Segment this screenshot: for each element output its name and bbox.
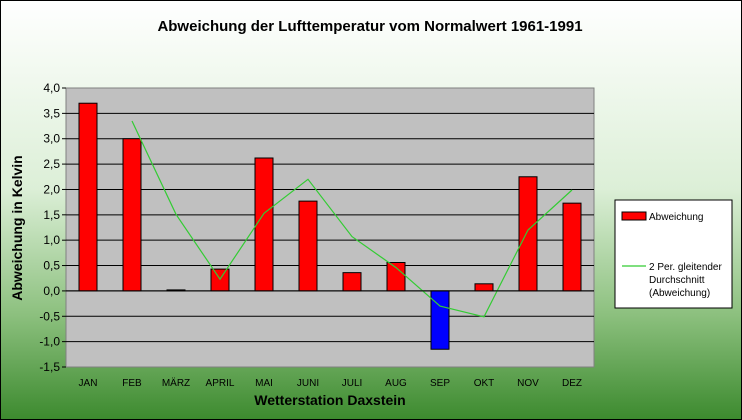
- y-tick-label: 4,0: [43, 81, 60, 95]
- x-axis-ticks: JAN FEB MÄRZ APRIL MAI JUNI JULI AUG SEP OKT NOV DE…: [79, 377, 582, 389]
- legend-label-abweichung: Abweichung: [649, 212, 703, 223]
- y-tick-label: -1,5: [39, 360, 60, 374]
- legend-label-trend-line-2: Durchschnitt: [649, 275, 705, 286]
- y-tick-label: 2,5: [43, 157, 60, 171]
- x-axis-title: Wetterstation Daxstein: [254, 392, 405, 408]
- bar-nov: [518, 176, 538, 292]
- x-tick-label: JAN: [79, 378, 98, 389]
- bar-feb: [122, 138, 142, 292]
- legend: Abweichung 2 Per. gleitender Durchschnit…: [614, 199, 733, 309]
- y-axis-title: Abweichung in Kelvin: [9, 155, 25, 300]
- x-tick-label: AUG: [385, 378, 407, 389]
- x-tick-label: MAI: [255, 378, 273, 389]
- bar-series-abweichung: [78, 102, 582, 350]
- trend-line-series: [131, 120, 573, 318]
- x-tick-label: FEB: [122, 378, 142, 389]
- trend-line: [131, 120, 573, 318]
- bar-dez: [562, 202, 582, 292]
- bar-okt: [474, 283, 494, 292]
- y-tick-label: 3,0: [43, 132, 60, 146]
- bar-jan: [78, 102, 98, 292]
- y-tick-label: 3,5: [43, 106, 60, 120]
- y-tick-label: 1,0: [43, 233, 60, 247]
- x-tick-label: NOV: [517, 378, 539, 389]
- y-tick-label: 1,5: [43, 208, 60, 222]
- bar-aug: [386, 262, 406, 292]
- x-tick-label: MÄRZ: [162, 377, 190, 389]
- y-tick-label: 0,5: [43, 259, 60, 273]
- y-axis-ticks: 4,0 3,5 3,0 2,5 2,0 1,5 1,0 0,5 0,0 -0,5 -1,0 -1,5: [39, 81, 66, 374]
- bar-sep: [430, 290, 450, 350]
- chart-title: Abweichung der Lufttemperatur vom Normal…: [157, 18, 582, 35]
- bar-juli: [342, 272, 362, 292]
- legend-label-trend-line-1: 2 Per. gleitender: [649, 262, 722, 273]
- y-tick-label: 0,0: [43, 284, 60, 298]
- y-tick-label: -1,0: [39, 335, 60, 349]
- x-tick-label: APRIL: [206, 378, 235, 389]
- x-tick-label: SEP: [430, 378, 450, 389]
- bar-juni: [298, 200, 318, 292]
- plot-area: [65, 87, 595, 368]
- legend-label-trend-line-3: (Abweichung): [649, 288, 710, 299]
- x-tick-label: OKT: [474, 378, 495, 389]
- x-tick-label: JULI: [342, 378, 363, 389]
- y-tick-label: -0,5: [39, 309, 60, 323]
- y-tick-label: 2,0: [43, 182, 60, 196]
- grid-lines: [66, 112, 594, 343]
- bar-mai: [254, 157, 274, 292]
- legend-swatch-bar: [621, 211, 647, 221]
- x-tick-label: JUNI: [297, 378, 319, 389]
- x-tick-label: DEZ: [562, 378, 582, 389]
